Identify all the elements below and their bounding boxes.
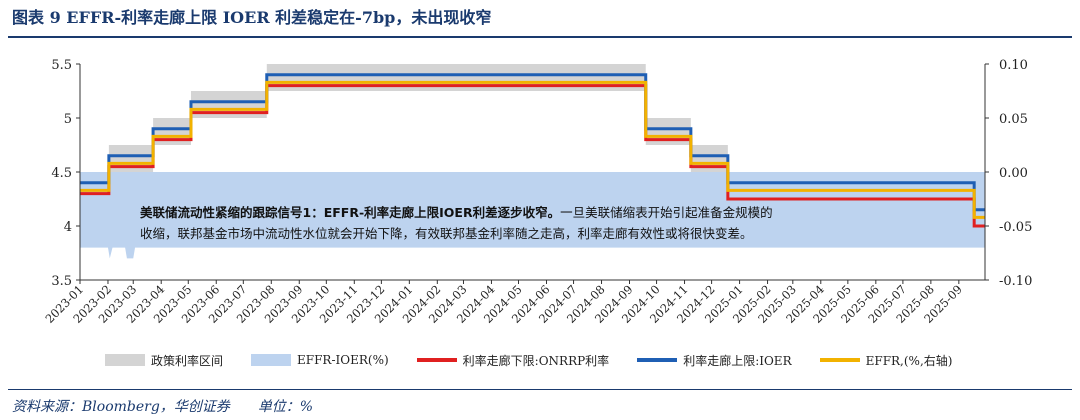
y-left-tick-label: 4.5 bbox=[51, 166, 72, 181]
effr-ioer-area bbox=[80, 172, 985, 259]
y-right-tick-label: -0.10 bbox=[999, 274, 1032, 289]
y-right-tick-label: 0.10 bbox=[999, 58, 1028, 73]
y-right-tick-label: 0.00 bbox=[999, 166, 1028, 181]
unit-label: 单位：% bbox=[257, 399, 314, 415]
source-note: 资料来源：Bloomberg，华创证券 单位：% bbox=[12, 396, 313, 416]
series-line-2 bbox=[80, 84, 985, 228]
legend-swatch bbox=[416, 358, 457, 362]
legend-label: 利率走廊下限:ONRRP利率 bbox=[462, 353, 610, 368]
legend-swatch bbox=[105, 354, 145, 366]
legend-label: EFFR-IOER(%) bbox=[297, 353, 389, 367]
y-right-tick-label: 0.05 bbox=[999, 112, 1028, 127]
y-left-tick-label: 3.5 bbox=[51, 274, 72, 289]
bottom-rule bbox=[8, 389, 1072, 390]
legend-label: EFFR,(%,右轴) bbox=[865, 353, 953, 368]
y-left-tick-label: 4 bbox=[64, 220, 72, 235]
series-line-4 bbox=[80, 80, 985, 219]
legend-item: 政策利率区间 bbox=[105, 352, 223, 369]
legend-swatch bbox=[251, 354, 292, 366]
y-right-tick-label: -0.05 bbox=[999, 220, 1032, 235]
legend-item: EFFR-IOER(%) bbox=[251, 353, 389, 367]
title-rule bbox=[8, 36, 1072, 38]
y-left-tick-label: 5.5 bbox=[51, 58, 72, 73]
annotation-box: 美联储流动性紧缩的跟踪信号1：EFFR-利率走廊上限IOER利差逐步收窄。一旦美… bbox=[140, 202, 780, 244]
legend-label: 利率走廊上限:IOER bbox=[683, 353, 792, 368]
source-label: 资料来源：Bloomberg，华创证券 bbox=[12, 399, 230, 415]
legend-swatch bbox=[637, 358, 678, 362]
series-line-3 bbox=[80, 73, 985, 212]
legend-swatch bbox=[819, 358, 860, 362]
figure-title: 图表 9 EFFR-利率走廊上限 IOER 利差稳定在-7bp，未出现收窄 bbox=[12, 8, 492, 27]
chart-legend: 政策利率区间 EFFR-IOER(%) 利率走廊下限:ONRRP利率 利率走廊上限:I… bbox=[105, 350, 980, 370]
legend-item: 利率走廊上限:IOER bbox=[637, 352, 792, 369]
annotation-body: 一旦美联储缩表开始引起准备金规模的收缩，联邦基金市场中流动性水位就会开始下降，有… bbox=[140, 205, 773, 241]
chart: 3.544.555.5-0.10-0.050.000.050.102023-01… bbox=[42, 58, 1032, 326]
y-left-tick-label: 5 bbox=[64, 112, 72, 127]
legend-label: 政策利率区间 bbox=[151, 353, 224, 368]
legend-item: 利率走廊下限:ONRRP利率 bbox=[416, 352, 610, 369]
legend-item: EFFR,(%,右轴) bbox=[819, 352, 953, 369]
annotation-highlight: 美联储流动性紧缩的跟踪信号1：EFFR-利率走廊上限IOER利差逐步收窄。 bbox=[140, 205, 561, 220]
